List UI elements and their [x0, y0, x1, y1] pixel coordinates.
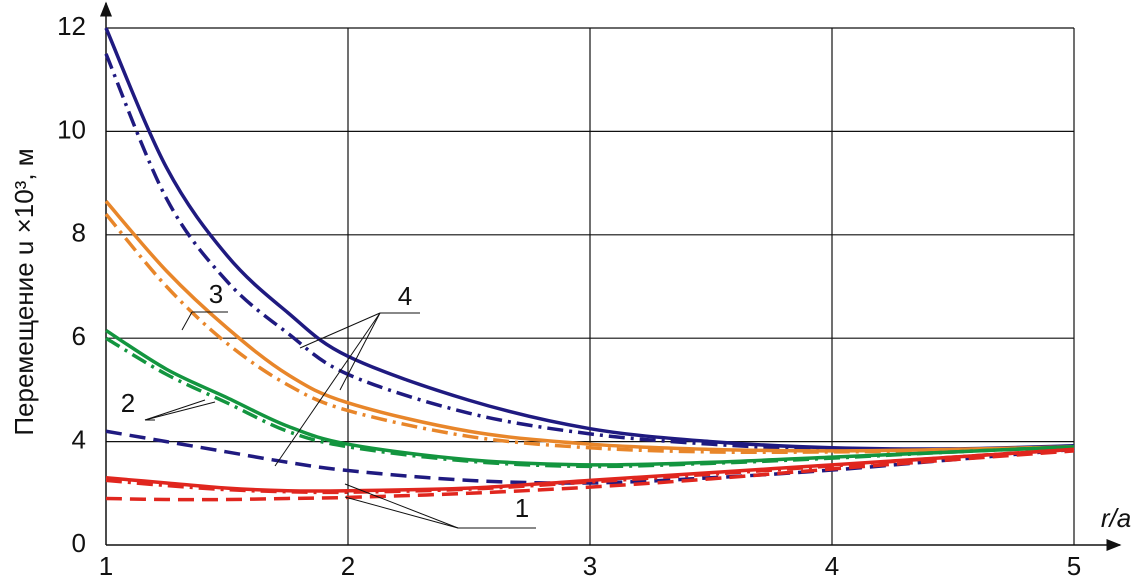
- leader-line: [181, 311, 193, 331]
- x-tick-label: 3: [583, 551, 597, 581]
- annotation: 3: [209, 279, 223, 309]
- x-tick-label: 5: [1067, 551, 1081, 581]
- x-tick-label: 1: [99, 551, 113, 581]
- y-tick-label: 6: [72, 321, 86, 351]
- series-line: [104, 212, 1075, 455]
- leader-line: [344, 496, 459, 529]
- y-axis-label: Перемещение u ×10³, м: [9, 148, 39, 435]
- x-axis-label: r/a: [1101, 503, 1131, 533]
- series-line: [105, 447, 1075, 495]
- x-tick-label: 4: [825, 551, 839, 581]
- x-tick-label: 2: [341, 551, 355, 581]
- y-tick-label: 10: [57, 114, 86, 144]
- leader-line: [274, 312, 381, 467]
- y-tick-label: 8: [72, 218, 86, 248]
- y-origin-label: 0: [72, 528, 86, 558]
- y-tick-label: 4: [72, 424, 86, 454]
- series-line: [105, 449, 1075, 502]
- series-line: [105, 336, 1075, 469]
- annotation: 1: [515, 493, 529, 523]
- leader-line: [144, 401, 216, 421]
- series-line: [104, 27, 1075, 451]
- leader-line: [344, 483, 459, 529]
- y-tick-label: 12: [57, 11, 86, 41]
- series-line: [104, 200, 1075, 453]
- leader-line: [299, 312, 381, 349]
- annotation: 2: [121, 388, 135, 418]
- annotation: 4: [398, 281, 412, 311]
- leader-line: [339, 312, 381, 391]
- leader-line: [144, 399, 206, 421]
